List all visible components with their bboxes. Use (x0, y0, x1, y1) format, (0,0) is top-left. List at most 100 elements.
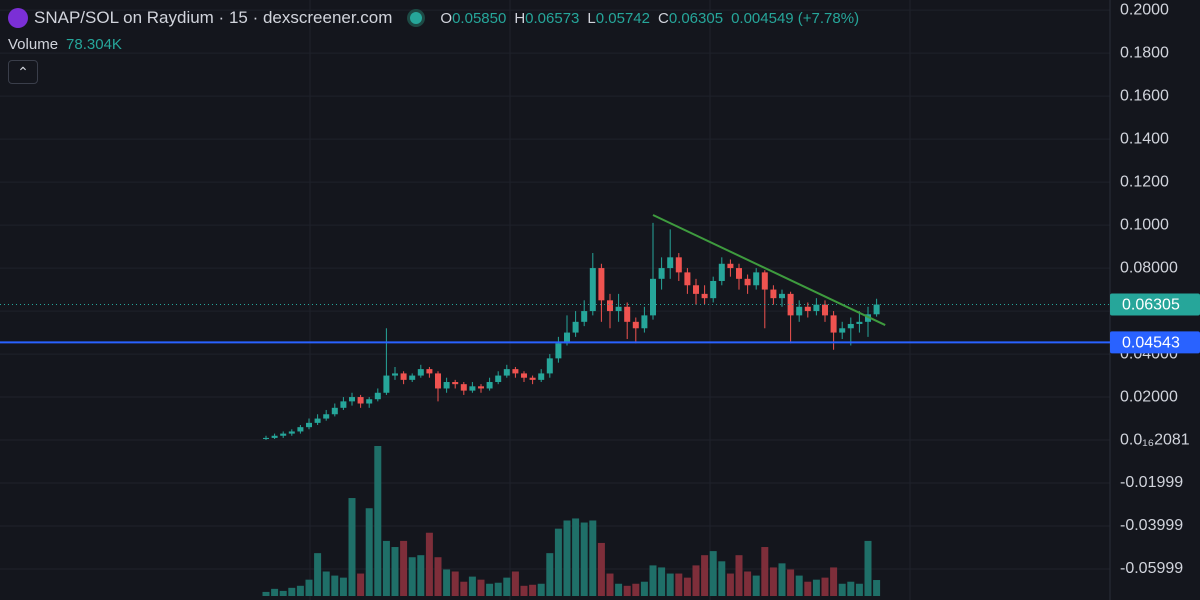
volume-bar (339, 577, 347, 596)
candle-body (847, 323, 854, 329)
volume-bar (554, 528, 562, 596)
candle-body (632, 321, 639, 329)
volume-bar (468, 576, 476, 596)
ohlc-key: L (587, 9, 596, 27)
volume-bar (391, 547, 399, 596)
candle-body (779, 293, 785, 299)
candle-body (521, 373, 527, 378)
candle-body (727, 263, 734, 269)
candle-body (297, 427, 304, 432)
candle-body (684, 272, 691, 286)
volume-bar (752, 575, 760, 596)
ohlc-value: 0.06305 (668, 9, 724, 27)
volume-bar (658, 567, 666, 596)
y-tick-label: 0.08000 (1120, 259, 1178, 276)
y-tick-label: 0.1000 (1120, 216, 1169, 233)
volume-bar (606, 573, 614, 596)
candle-body (641, 315, 648, 329)
volume-bar (812, 579, 820, 596)
candle-body (615, 306, 622, 312)
candle-body (710, 280, 717, 299)
candle-body (392, 373, 398, 376)
candle-body (426, 369, 433, 374)
volume-bar (305, 579, 313, 596)
candle-body (323, 414, 330, 419)
candle-body (529, 377, 536, 380)
candle-body (271, 435, 278, 438)
volume-bar (460, 581, 468, 596)
volume-bar (365, 508, 373, 596)
volume-bar (623, 585, 631, 596)
volume-bar (451, 571, 459, 596)
candle-body (650, 278, 656, 316)
price-badge (1110, 293, 1200, 316)
volume-bar (477, 579, 485, 596)
candle-body (555, 343, 562, 359)
volume-bar (494, 582, 502, 596)
candle-body (306, 422, 312, 428)
volume-bar (683, 577, 691, 596)
status-dot (410, 12, 423, 24)
ohlc-key: H (514, 9, 526, 27)
volume-bar (649, 565, 657, 596)
candle-body (787, 293, 794, 316)
candle-body (288, 431, 295, 434)
volume-bar (666, 573, 674, 596)
y-tick-label: 0.02000 (1120, 388, 1178, 405)
candle-body (624, 306, 631, 322)
volume-bar (744, 571, 752, 596)
volume-bar (855, 583, 863, 596)
y-tick-label: -0.01999 (1120, 474, 1183, 491)
volume-bar (348, 498, 356, 596)
y-tick-label: 0.1800 (1120, 44, 1169, 61)
candle-body (675, 257, 682, 273)
volume-legend: Volume 78.304K (8, 36, 122, 53)
volume-bar (443, 569, 451, 596)
candle-body (658, 268, 665, 279)
candle-body (331, 407, 338, 415)
volume-bar (821, 577, 829, 596)
candle-body (865, 314, 871, 322)
candle-body (744, 278, 751, 286)
volume-bar (511, 571, 519, 596)
candle-body (770, 289, 777, 299)
candle-body (469, 386, 476, 391)
volume-bar (434, 557, 442, 596)
candle-body (435, 373, 441, 389)
candle-body (452, 382, 459, 385)
candle-body (564, 332, 570, 344)
ohlc-key: O (440, 9, 453, 27)
volume-bar (314, 553, 322, 596)
volume-bar (701, 555, 709, 596)
candle-body (598, 268, 605, 301)
volume-bar (795, 575, 803, 596)
candle-body (589, 268, 596, 312)
candle-body (374, 392, 381, 400)
volume-bar (864, 540, 872, 596)
volume-bar (425, 532, 433, 596)
volume-bar (830, 567, 838, 596)
volume-bar (640, 581, 648, 596)
y-tick-label: -0.03999 (1120, 517, 1183, 534)
y-tick-label: 0.1600 (1120, 87, 1169, 104)
price-badge-label: 0.06305 (1122, 297, 1180, 314)
legend-header: SNAP/SOL on Raydium · 15 · dexscreener.c… (8, 8, 867, 28)
volume-bar (778, 563, 786, 596)
ohlc-key: C (657, 9, 669, 27)
price-badge-label: 0.04543 (1122, 335, 1180, 352)
volume-label: Volume (8, 36, 59, 53)
collapse-button[interactable]: ⌃ (8, 60, 38, 84)
candle-body (822, 304, 828, 316)
candle-body (546, 358, 553, 374)
candle-body (340, 401, 347, 408)
y-tick-label: -0.05999 (1120, 560, 1183, 577)
candle-body (693, 285, 699, 294)
volume-bar (709, 551, 717, 596)
candle-body (409, 375, 416, 380)
y-tick-label: 0.2000 (1120, 1, 1169, 18)
volume-bar (718, 561, 726, 596)
candle-body (538, 373, 545, 380)
candle-body (460, 384, 467, 391)
volume-bar (486, 583, 494, 596)
